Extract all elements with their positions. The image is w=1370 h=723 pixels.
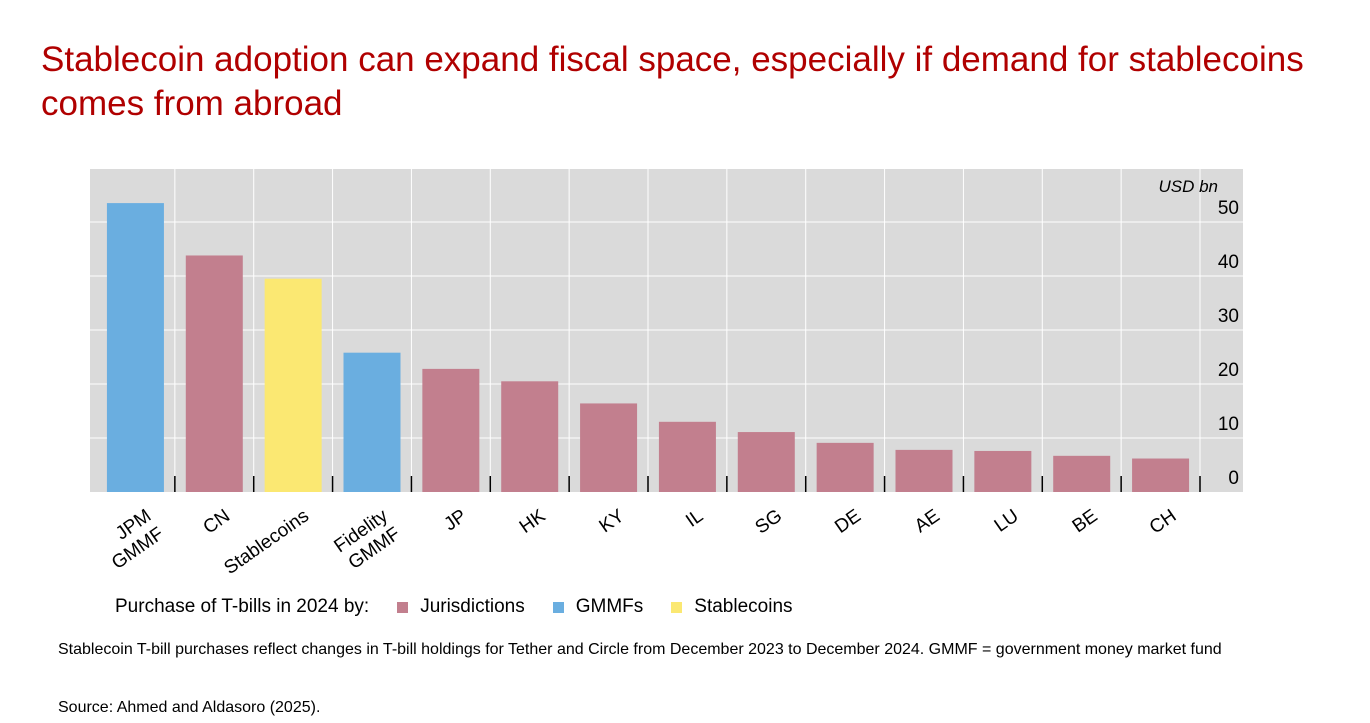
x-label-il: IL <box>682 505 707 531</box>
x-label-line: HK <box>516 505 550 538</box>
x-label-line: LU <box>991 505 1023 536</box>
y-unit-label: USD bn <box>1158 177 1218 196</box>
bar-il <box>658 421 716 492</box>
bar-stablecoins <box>264 278 322 492</box>
bar-ch <box>1132 458 1190 492</box>
x-label-be: BE <box>1069 505 1102 537</box>
x-label-lu: LU <box>991 505 1023 536</box>
x-label-ae: AE <box>911 505 944 537</box>
bar-sg <box>737 432 795 492</box>
chart-title: Stablecoin adoption can expand fiscal sp… <box>41 40 1304 123</box>
legend-item-gmmfs: GMMFs <box>552 596 644 618</box>
bar-fidelity-gmmf <box>343 352 401 492</box>
legend-lead: Purchase of T-bills in 2024 by: <box>115 596 370 617</box>
bar-ky <box>580 403 638 492</box>
y-tick-label-10: 10 <box>1218 414 1239 435</box>
legend-label-gmmfs: GMMFs <box>575 596 644 617</box>
y-tick-label-40: 40 <box>1218 252 1239 273</box>
legend-label-stablecoins: Stablecoins <box>694 596 793 617</box>
bar-be <box>1053 455 1111 492</box>
x-label-line: Stablecoins <box>220 505 313 579</box>
y-tick-label-0: 0 <box>1228 468 1239 489</box>
x-label-cn: CN <box>200 505 235 538</box>
x-label-line: IL <box>682 505 707 531</box>
legend-item-stablecoins: Stablecoins <box>671 596 793 618</box>
x-label-line: AE <box>911 505 944 537</box>
x-label-hk: HK <box>516 505 550 538</box>
bar-hk <box>501 381 559 492</box>
x-label-line: KY <box>596 505 629 537</box>
footnote: Stablecoin T-bill purchases reflect chan… <box>58 641 1222 658</box>
bar-cn <box>185 255 243 492</box>
x-label-line: CH <box>1146 505 1181 538</box>
bar-jpm-gmmf <box>106 203 164 492</box>
bar-de <box>816 442 874 492</box>
x-label-line: BE <box>1069 505 1102 537</box>
x-label-jpm-gmmf: JPMGMMF <box>96 505 168 573</box>
legend-swatch-jurisdictions <box>397 601 409 613</box>
x-label-line: CN <box>200 505 235 538</box>
bar-lu <box>974 450 1032 492</box>
x-label-line: DE <box>831 505 865 537</box>
legend-item-jurisdictions: Jurisdictions <box>397 596 525 618</box>
x-label-ky: KY <box>596 505 629 537</box>
y-tick-label-50: 50 <box>1218 198 1239 219</box>
x-label-fidelity-gmmf: FidelityGMMF <box>330 505 404 575</box>
x-label-ch: CH <box>1146 505 1181 538</box>
legend-swatch-gmmfs <box>552 601 564 613</box>
x-label-de: DE <box>831 505 865 537</box>
y-tick-label-30: 30 <box>1218 306 1239 327</box>
legend-swatch-stablecoins <box>671 601 683 613</box>
x-label-sg: SG <box>752 505 787 538</box>
source-note: Source: Ahmed and Aldasoro (2025). <box>58 699 321 716</box>
legend: Purchase of T-bills in 2024 by: Jurisdic… <box>115 596 821 618</box>
x-label-line: JP <box>440 505 470 535</box>
x-label-jp: JP <box>440 505 470 535</box>
y-tick-label-20: 20 <box>1218 360 1239 381</box>
bar-ae <box>895 449 953 492</box>
x-label-stablecoins: Stablecoins <box>220 505 313 579</box>
legend-label-jurisdictions: Jurisdictions <box>420 596 525 617</box>
x-label-line: SG <box>752 505 787 538</box>
bar-jp <box>422 368 480 492</box>
